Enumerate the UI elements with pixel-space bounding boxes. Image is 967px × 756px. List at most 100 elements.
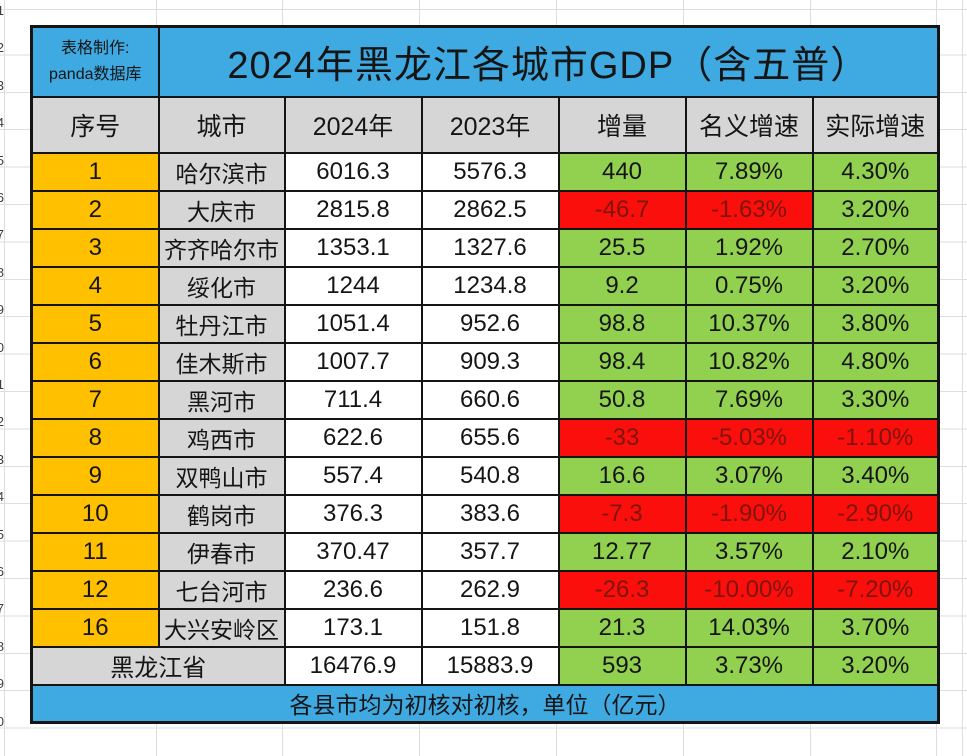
city-cell: 伊春市 bbox=[157, 531, 286, 572]
city-cell: 大庆市 bbox=[157, 189, 286, 230]
table-row: 5 牡丹江市 1051.4 952.6 98.8 10.37% 3.80% bbox=[30, 303, 940, 344]
nominal-growth-cell: 1.92% bbox=[684, 227, 814, 268]
city-cell: 大兴安岭区 bbox=[157, 607, 286, 648]
gdp-2024-cell: 6016.3 bbox=[283, 151, 423, 192]
rank-cell: 16 bbox=[30, 607, 160, 648]
city-cell: 绥化市 bbox=[157, 265, 286, 306]
row-number-fragment: 15 bbox=[0, 526, 4, 542]
gdp-2024-cell: 557.4 bbox=[283, 455, 423, 496]
rank-cell: 6 bbox=[30, 341, 160, 382]
total-label-cell: 黑龙江省 bbox=[30, 645, 286, 686]
delta-cell: 25.5 bbox=[557, 227, 687, 268]
header-row: 序号 城市 2024年 2023年 增量 名义增速 实际增速 bbox=[30, 95, 940, 154]
row-number-fragment: 4 bbox=[0, 115, 4, 131]
real-growth-cell: -7.20% bbox=[811, 569, 940, 610]
rank-cell: 11 bbox=[30, 531, 160, 572]
rank-cell: 4 bbox=[30, 265, 160, 306]
total-real-cell: 3.20% bbox=[811, 645, 940, 686]
real-growth-cell: 3.20% bbox=[811, 189, 940, 230]
row-number-fragment: 18 bbox=[0, 638, 4, 654]
total-2024-cell: 16476.9 bbox=[283, 645, 423, 686]
total-2023-cell: 15883.9 bbox=[420, 645, 560, 686]
delta-cell: 12.77 bbox=[557, 531, 687, 572]
city-cell: 哈尔滨市 bbox=[157, 151, 286, 192]
delta-cell: -33 bbox=[557, 417, 687, 458]
nominal-growth-cell: -10.00% bbox=[684, 569, 814, 610]
row-number-fragment: 13 bbox=[0, 451, 4, 467]
gdp-2024-cell: 711.4 bbox=[283, 379, 423, 420]
delta-cell: -7.3 bbox=[557, 493, 687, 534]
rank-cell: 12 bbox=[30, 569, 160, 610]
table-row: 11 伊春市 370.47 357.7 12.77 3.57% 2.10% bbox=[30, 531, 940, 572]
table-row: 8 鸡西市 622.6 655.6 -33 -5.03% -1.10% bbox=[30, 417, 940, 458]
rank-cell: 8 bbox=[30, 417, 160, 458]
gdp-2024-cell: 376.3 bbox=[283, 493, 423, 534]
rank-cell: 5 bbox=[30, 303, 160, 344]
rank-cell: 2 bbox=[30, 189, 160, 230]
row-number-fragment: 8 bbox=[0, 264, 4, 280]
city-cell: 鸡西市 bbox=[157, 417, 286, 458]
table-row: 10 鹤岗市 376.3 383.6 -7.3 -1.90% -2.90% bbox=[30, 493, 940, 534]
row-number-fragment: 5 bbox=[0, 152, 4, 168]
row-number-fragment: 20 bbox=[0, 713, 4, 729]
table-title: 2024年黑龙江各城市GDP（含五普） bbox=[157, 25, 940, 98]
col-header-rank: 序号 bbox=[30, 95, 160, 154]
real-growth-cell: 4.80% bbox=[811, 341, 940, 382]
gdp-2024-cell: 370.47 bbox=[283, 531, 423, 572]
row-number-fragment: 14 bbox=[0, 489, 4, 505]
gdp-2023-cell: 383.6 bbox=[420, 493, 560, 534]
nominal-growth-cell: 7.89% bbox=[684, 151, 814, 192]
col-header-2024: 2024年 bbox=[283, 95, 423, 154]
col-header-nominal: 名义增速 bbox=[684, 95, 814, 154]
gdp-2023-cell: 1234.8 bbox=[420, 265, 560, 306]
delta-cell: -26.3 bbox=[557, 569, 687, 610]
nominal-growth-cell: -1.90% bbox=[684, 493, 814, 534]
row-number-fragment: 17 bbox=[0, 601, 4, 617]
gdp-2024-cell: 1244 bbox=[283, 265, 423, 306]
delta-cell: 21.3 bbox=[557, 607, 687, 648]
nominal-growth-cell: 10.82% bbox=[684, 341, 814, 382]
nominal-growth-cell: 0.75% bbox=[684, 265, 814, 306]
table-row: 16 大兴安岭区 173.1 151.8 21.3 14.03% 3.70% bbox=[30, 607, 940, 648]
row-number-fragment: 19 bbox=[0, 676, 4, 692]
table-footnote: 各县市均为初核对初核，单位（亿元） bbox=[30, 683, 940, 724]
row-number-fragment: 7 bbox=[0, 227, 4, 243]
rank-cell: 1 bbox=[30, 151, 160, 192]
row-number-fragment: 9 bbox=[0, 302, 4, 318]
row-number-fragment: 10 bbox=[0, 339, 4, 355]
table-row: 3 齐齐哈尔市 1353.1 1327.6 25.5 1.92% 2.70% bbox=[30, 227, 940, 268]
nominal-growth-cell: 3.57% bbox=[684, 531, 814, 572]
gdp-2023-cell: 1327.6 bbox=[420, 227, 560, 268]
city-cell: 鹤岗市 bbox=[157, 493, 286, 534]
grid-line bbox=[962, 0, 963, 756]
city-cell: 齐齐哈尔市 bbox=[157, 227, 286, 268]
gdp-2023-cell: 952.6 bbox=[420, 303, 560, 344]
nominal-growth-cell: -5.03% bbox=[684, 417, 814, 458]
gdp-2024-cell: 1353.1 bbox=[283, 227, 423, 268]
credit-line1: 表格制作: bbox=[61, 40, 130, 58]
city-cell: 七台河市 bbox=[157, 569, 286, 610]
gdp-2023-cell: 2862.5 bbox=[420, 189, 560, 230]
row-number-fragment: 1 bbox=[0, 3, 4, 18]
col-header-delta: 增量 bbox=[557, 95, 687, 154]
gdp-2023-cell: 655.6 bbox=[420, 417, 560, 458]
gdp-2023-cell: 357.7 bbox=[420, 531, 560, 572]
nominal-growth-cell: -1.63% bbox=[684, 189, 814, 230]
gdp-2023-cell: 909.3 bbox=[420, 341, 560, 382]
rank-cell: 7 bbox=[30, 379, 160, 420]
row-number-fragment: 2 bbox=[0, 40, 4, 56]
city-cell: 双鸭山市 bbox=[157, 455, 286, 496]
delta-cell: 9.2 bbox=[557, 265, 687, 306]
delta-cell: 50.8 bbox=[557, 379, 687, 420]
real-growth-cell: 3.80% bbox=[811, 303, 940, 344]
table-row: 1 哈尔滨市 6016.3 5576.3 440 7.89% 4.30% bbox=[30, 151, 940, 192]
gdp-2024-cell: 622.6 bbox=[283, 417, 423, 458]
rank-cell: 10 bbox=[30, 493, 160, 534]
real-growth-cell: 2.10% bbox=[811, 531, 940, 572]
city-cell: 牡丹江市 bbox=[157, 303, 286, 344]
gdp-2024-cell: 236.6 bbox=[283, 569, 423, 610]
rank-cell: 9 bbox=[30, 455, 160, 496]
real-growth-cell: -2.90% bbox=[811, 493, 940, 534]
col-header-city: 城市 bbox=[157, 95, 286, 154]
